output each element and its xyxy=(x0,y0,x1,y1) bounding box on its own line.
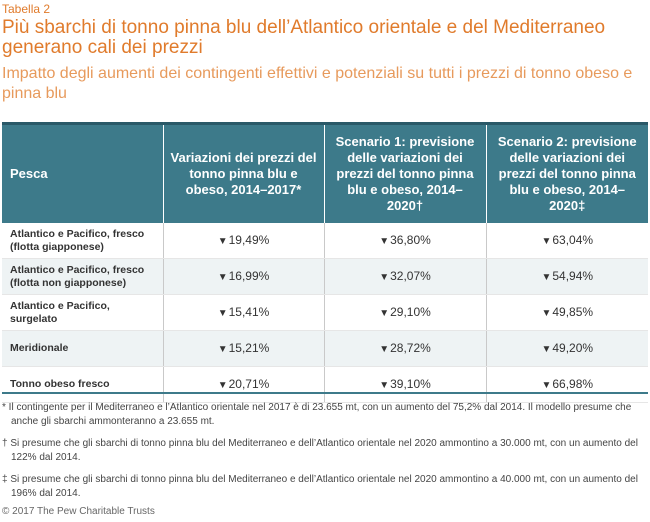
column-header-scenario-2: Scenario 2: previsione delle variazioni … xyxy=(486,122,648,223)
down-triangle-icon: ▼ xyxy=(541,343,552,355)
price-change-value: 32,07% xyxy=(390,268,431,283)
value-cell: ▼49,20% xyxy=(486,330,648,367)
fishery-cell: Atlantico e Pacifico, fresco (flotta non… xyxy=(2,258,164,295)
price-change-value: 16,99% xyxy=(228,268,270,283)
value-cell: ▼49,85% xyxy=(486,294,648,331)
table-row: Atlantico e Pacifico, surgelato ▼15,41% … xyxy=(2,294,648,331)
column-header-fishery: Pesca xyxy=(2,122,164,223)
footnote: ‡ Si presume che gli sbarchi di tonno pi… xyxy=(2,474,638,499)
price-change-value: 28,72% xyxy=(390,340,431,355)
table-row: Atlantico e Pacifico, fresco (flotta gia… xyxy=(2,223,648,259)
column-header-scenario-1: Scenario 1: previsione delle variazioni … xyxy=(324,122,487,223)
value-cell: ▼15,41% xyxy=(163,294,325,331)
fishery-cell: Tonno obeso fresco xyxy=(2,366,164,403)
column-header-2014-2017: Variazioni dei prezzi del tonno pinna bl… xyxy=(163,122,325,223)
value-cell: ▼36,80% xyxy=(324,223,487,259)
price-change-value: 49,85% xyxy=(552,304,594,319)
value-cell: ▼63,04% xyxy=(486,223,648,259)
fishery-cell: Meridionale xyxy=(2,330,164,367)
page-title: Più sbarchi di tonno pinna blu dell’Atla… xyxy=(2,17,606,58)
footnote: * Il contingente per il Mediterraneo e l… xyxy=(2,402,632,427)
table-row: Atlantico e Pacifico, fresco (flotta non… xyxy=(2,258,648,295)
value-cell: ▼20,71% xyxy=(163,366,325,403)
price-change-value: 49,20% xyxy=(552,340,594,355)
table-label: Tabella 2 xyxy=(2,2,51,16)
footnotes: * Il contingente per il Mediterraneo e l… xyxy=(2,401,642,509)
down-triangle-icon: ▼ xyxy=(379,307,390,319)
value-cell: ▼32,07% xyxy=(324,258,487,295)
price-change-value: 19,49% xyxy=(228,232,270,247)
down-triangle-icon: ▼ xyxy=(541,235,552,247)
down-triangle-icon: ▼ xyxy=(379,379,390,391)
value-cell: ▼66,98% xyxy=(486,366,648,403)
price-change-value: 39,10% xyxy=(390,376,431,391)
down-triangle-icon: ▼ xyxy=(541,271,552,283)
page-subtitle: Impatto degli aumenti dei contingenti ef… xyxy=(2,65,633,102)
copyright-notice: © 2017 The Pew Charitable Trusts xyxy=(2,506,155,517)
value-cell: ▼54,94% xyxy=(486,258,648,295)
price-change-value: 66,98% xyxy=(552,376,594,391)
table-row: Tonno obeso fresco ▼20,71% ▼39,10% ▼66,9… xyxy=(2,366,648,403)
price-change-value: 20,71% xyxy=(228,376,270,391)
down-triangle-icon: ▼ xyxy=(541,379,552,391)
down-triangle-icon: ▼ xyxy=(217,307,228,319)
down-triangle-icon: ▼ xyxy=(379,271,390,283)
value-cell: ▼28,72% xyxy=(324,330,487,367)
price-change-value: 15,21% xyxy=(228,340,270,355)
down-triangle-icon: ▼ xyxy=(541,307,552,319)
table-row: Meridionale ▼15,21% ▼28,72% ▼49,20% xyxy=(2,330,648,367)
table-header-row: Pesca Variazioni dei prezzi del tonno pi… xyxy=(2,122,648,223)
value-cell: ▼16,99% xyxy=(163,258,325,295)
value-cell: ▼29,10% xyxy=(324,294,487,331)
value-cell: ▼15,21% xyxy=(163,330,325,367)
price-change-value: 63,04% xyxy=(552,232,594,247)
down-triangle-icon: ▼ xyxy=(217,235,228,247)
down-triangle-icon: ▼ xyxy=(217,343,228,355)
price-change-table: Pesca Variazioni dei prezzi del tonno pi… xyxy=(2,122,648,403)
down-triangle-icon: ▼ xyxy=(217,379,228,391)
down-triangle-icon: ▼ xyxy=(379,343,390,355)
value-cell: ▼39,10% xyxy=(324,366,487,403)
down-triangle-icon: ▼ xyxy=(379,235,390,247)
table-bottom-rule xyxy=(2,392,648,394)
price-change-value: 54,94% xyxy=(552,268,594,283)
down-triangle-icon: ▼ xyxy=(217,271,228,283)
fishery-cell: Atlantico e Pacifico, surgelato xyxy=(2,294,164,331)
value-cell: ▼19,49% xyxy=(163,223,325,259)
price-change-value: 15,41% xyxy=(228,304,270,319)
fishery-cell: Atlantico e Pacifico, fresco (flotta gia… xyxy=(2,223,164,259)
price-change-value: 29,10% xyxy=(390,304,431,319)
price-change-value: 36,80% xyxy=(390,232,431,247)
footnote: † Si presume che gli sbarchi di tonno pi… xyxy=(2,438,638,463)
